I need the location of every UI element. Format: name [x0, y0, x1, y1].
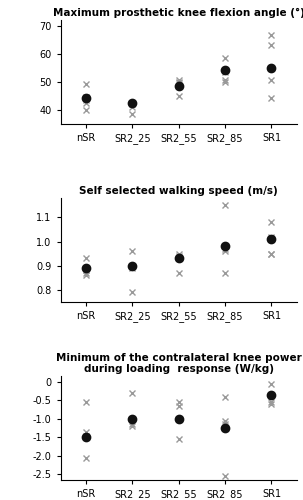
Title: Self selected walking speed (m/s): Self selected walking speed (m/s)	[79, 186, 278, 196]
Title: Minimum of the contralateral knee power
during loading  response (W/kg): Minimum of the contralateral knee power …	[56, 352, 302, 374]
Title: Maximum prosthetic knee flexion angle (°): Maximum prosthetic knee flexion angle (°…	[53, 8, 303, 18]
